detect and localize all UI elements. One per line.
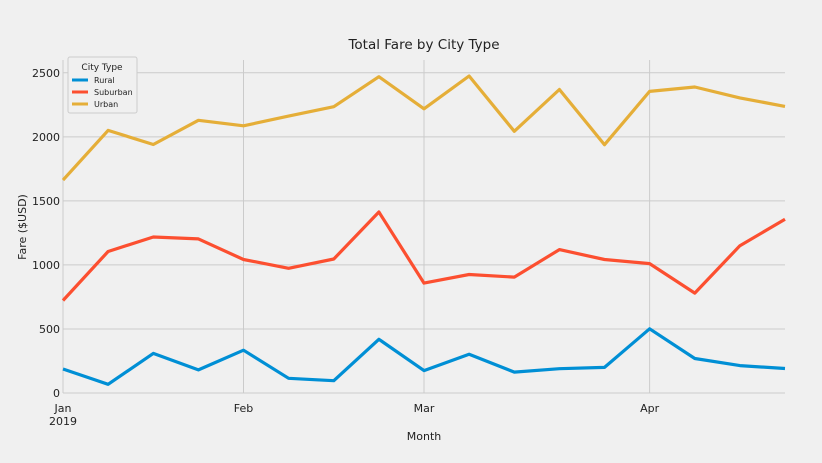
legend-label-urban: Urban — [94, 100, 118, 109]
grid-lines — [62, 60, 785, 394]
y-axis-label: Fare ($USD) — [16, 194, 29, 260]
legend-label-suburban: Suburban — [94, 88, 133, 97]
y-tick-label: 500 — [39, 323, 60, 336]
y-tick-label: 1000 — [32, 259, 60, 272]
legend-box — [67, 56, 138, 114]
series-lines — [61, 74, 786, 386]
y-tick-label: 2000 — [32, 131, 60, 144]
y-tick-label: 0 — [53, 387, 60, 400]
legend: City Type Rural Suburban Urban — [67, 56, 138, 114]
series-line-suburban — [61, 210, 786, 302]
x-tick-label: Mar — [414, 402, 435, 415]
x-axis-label: Month — [407, 430, 442, 443]
chart-title: Total Fare by City Type — [347, 37, 499, 53]
x-tick-sublabel: 2019 — [49, 415, 77, 428]
series-line-urban — [61, 74, 786, 182]
x-tick-label: Apr — [640, 402, 660, 415]
x-tick-label: Feb — [234, 402, 253, 415]
x-tick-label: Jan — [54, 402, 72, 415]
y-tick-label: 1500 — [32, 195, 60, 208]
y-tick-label: 2500 — [32, 67, 60, 80]
legend-label-rural: Rural — [94, 76, 115, 85]
series-line-rural — [62, 327, 786, 386]
legend-title: City Type — [81, 63, 123, 73]
